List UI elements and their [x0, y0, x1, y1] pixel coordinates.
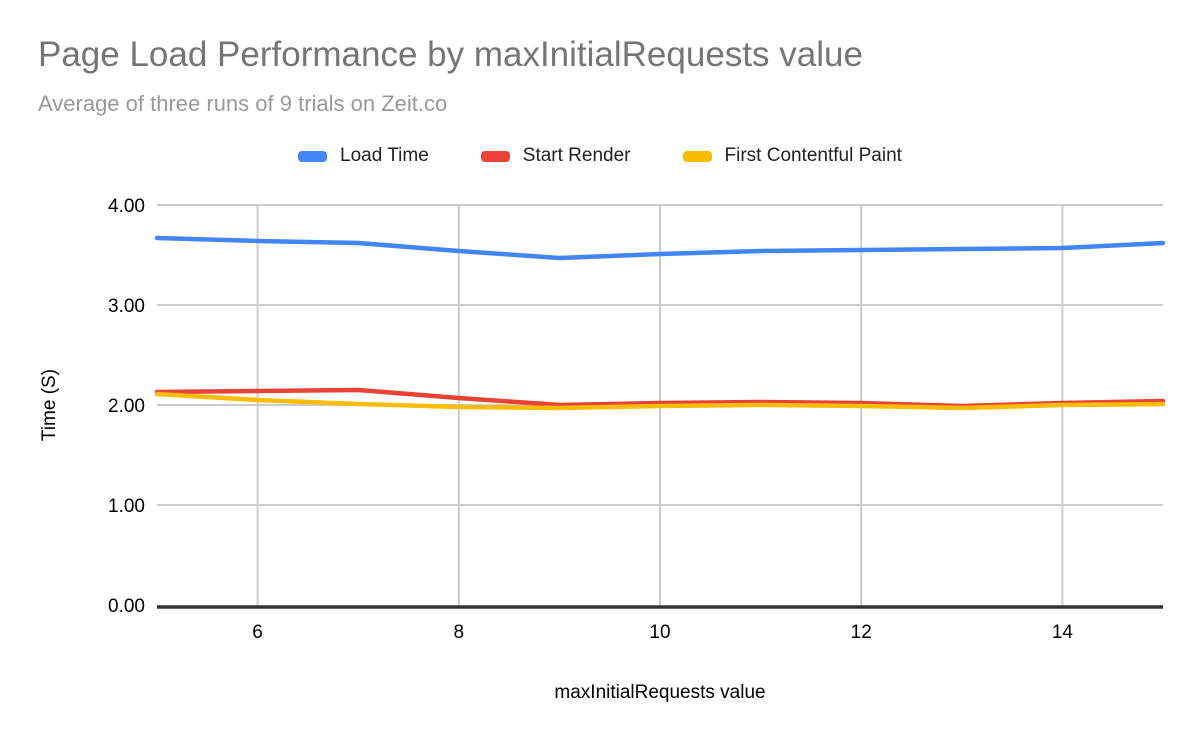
legend-item-load-time[interactable]: Load Time	[298, 145, 429, 167]
x-tick-label: 14	[1052, 622, 1074, 643]
y-tick-label: 3.00	[108, 296, 145, 317]
x-tick-label: 8	[454, 622, 465, 643]
chart-title: Page Load Performance by maxInitialReque…	[38, 35, 863, 74]
y-axis-title: Time (S)	[39, 369, 60, 441]
legend-label-load-time: Load Time	[340, 145, 429, 166]
x-axis-title: maxInitialRequests value	[554, 682, 765, 703]
x-tick-label: 10	[649, 622, 670, 643]
legend-label-first-contentful-paint: First Contentful Paint	[724, 145, 902, 166]
series-line-load-time	[154, 235, 1166, 261]
legend-item-first-contentful-paint[interactable]: First Contentful Paint	[682, 145, 902, 167]
x-tick-label: 6	[252, 622, 263, 643]
legend-item-start-render[interactable]: Start Render	[480, 145, 631, 167]
y-tick-label: 0.00	[108, 596, 145, 617]
y-tick-label: 4.00	[108, 196, 145, 217]
legend-label-start-render: Start Render	[522, 145, 631, 166]
legend-swatch-load-time-icon	[298, 150, 328, 162]
legend-swatch-start-render-icon	[480, 150, 510, 162]
chart-legend: Load Time Start Render First Contentful …	[0, 143, 1200, 169]
y-tick-label: 2.00	[108, 396, 145, 417]
chart-subtitle: Average of three runs of 9 trials on Zei…	[38, 91, 448, 116]
legend-swatch-first-contentful-paint-icon	[682, 150, 712, 162]
y-tick-label: 1.00	[108, 496, 145, 517]
series-line-first-contentful-paint	[154, 391, 1166, 411]
x-tick-label: 12	[851, 622, 872, 643]
